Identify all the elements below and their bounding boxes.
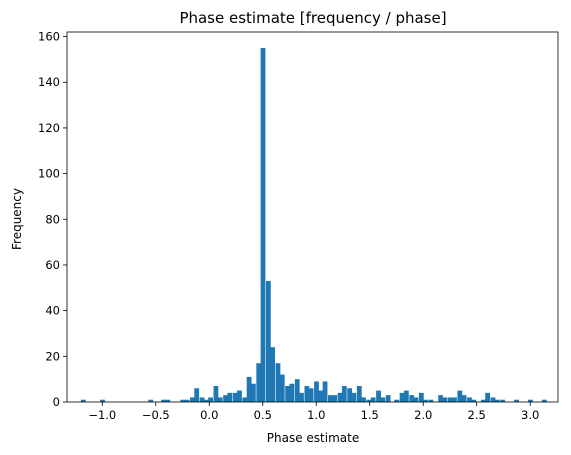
histogram-bar [190, 397, 195, 402]
histogram-bar [409, 395, 415, 402]
histogram-bar [285, 386, 291, 402]
histogram-bar [418, 392, 424, 402]
histogram-bar [270, 347, 276, 402]
histogram-bar [514, 399, 519, 402]
histogram-bar [337, 392, 343, 402]
chart-title: Phase estimate [frequency / phase] [179, 9, 446, 27]
histogram-bar [528, 399, 533, 402]
x-tick-label: −1.0 [88, 408, 116, 422]
histogram-bar [500, 399, 506, 402]
histogram-bar [250, 383, 256, 402]
x-tick-label: 2.0 [414, 408, 432, 422]
histogram-bars [80, 47, 547, 402]
histogram-bar [148, 399, 154, 402]
histogram-bar [471, 399, 477, 402]
y-tick-label: 100 [38, 167, 60, 181]
histogram-bar [242, 397, 248, 402]
histogram-bar [328, 395, 333, 402]
histogram-bar [341, 386, 347, 402]
histogram-bar [347, 388, 353, 402]
histogram-bar [203, 399, 209, 402]
x-tick-label: −0.5 [142, 408, 170, 422]
histogram-bar [304, 386, 310, 402]
histogram-bar [232, 392, 238, 402]
y-axis-ticks: 0 20 40 60 80 100 120 140 160 [38, 30, 67, 409]
histogram-bar [322, 381, 328, 402]
histogram-bar [370, 397, 376, 402]
histogram-bar [314, 381, 319, 402]
histogram-bar [289, 383, 295, 402]
histogram-bar [351, 392, 357, 402]
histogram-bar [208, 397, 213, 402]
histogram-bar [217, 397, 223, 402]
histogram-bar [423, 399, 428, 402]
x-tick-label: 0.5 [254, 408, 272, 422]
histogram-bar [366, 399, 372, 402]
histogram-bar [294, 379, 300, 402]
histogram-bar [457, 390, 463, 402]
histogram-bar [376, 390, 381, 402]
y-tick-label: 40 [45, 304, 60, 318]
y-tick-label: 80 [45, 212, 60, 226]
histogram-bar [485, 392, 491, 402]
histogram-bar [461, 395, 467, 402]
histogram-bar [403, 390, 409, 402]
histogram-bar [467, 397, 472, 402]
histogram-bar [184, 399, 190, 402]
x-tick-label: 0.0 [200, 408, 218, 422]
histogram-bar [541, 399, 547, 402]
histogram-bar [452, 397, 457, 402]
histogram-bar [100, 399, 105, 402]
histogram-bar [380, 397, 386, 402]
y-axis-label: Frequency [10, 188, 24, 250]
y-tick-label: 120 [38, 121, 60, 135]
histogram-bar [227, 392, 233, 402]
histogram-bar [165, 399, 171, 402]
y-tick-label: 160 [38, 30, 60, 44]
x-axis-ticks: −1.0 −0.5 0.0 0.5 1.0 1.5 2.0 2.5 3.0 [88, 402, 539, 422]
histogram-bar [299, 392, 304, 402]
histogram-bar [438, 395, 443, 402]
histogram-bar [385, 395, 391, 402]
histogram-bar [237, 390, 242, 402]
histogram-bar [275, 363, 281, 402]
histogram-bar [80, 399, 86, 402]
x-tick-label: 1.5 [361, 408, 379, 422]
histogram-bar [428, 399, 434, 402]
histogram-bar [447, 397, 453, 402]
histogram-bar [494, 399, 500, 402]
y-tick-label: 60 [45, 258, 60, 272]
histogram-bar [180, 399, 186, 402]
histogram-bar [356, 386, 362, 402]
histogram-bar [213, 386, 219, 402]
histogram-bar [265, 280, 271, 402]
y-tick-label: 0 [53, 395, 60, 409]
histogram-bar [361, 397, 366, 402]
histogram-bar [223, 395, 228, 402]
histogram-bar [256, 363, 262, 402]
histogram-bar [194, 388, 200, 402]
histogram-bar [260, 47, 266, 402]
histogram-bar [246, 376, 252, 402]
histogram-bar [332, 395, 338, 402]
histogram-bar [199, 397, 205, 402]
x-tick-label: 2.5 [468, 408, 486, 422]
x-tick-label: 3.0 [521, 408, 539, 422]
histogram-bar [308, 388, 314, 402]
histogram-bar [161, 399, 166, 402]
histogram-bar [318, 390, 324, 402]
histogram-bar [413, 397, 419, 402]
histogram-bar [442, 397, 448, 402]
y-tick-label: 20 [45, 349, 60, 363]
plot-area-frame [66, 31, 559, 403]
x-tick-label: 1.0 [307, 408, 325, 422]
x-axis-label: Phase estimate [267, 431, 359, 445]
histogram-bar [279, 374, 285, 402]
histogram-bar [399, 392, 405, 402]
histogram-bar [480, 399, 486, 402]
histogram-bar [490, 397, 496, 402]
histogram-bar [394, 399, 400, 402]
y-tick-label: 140 [38, 75, 60, 89]
